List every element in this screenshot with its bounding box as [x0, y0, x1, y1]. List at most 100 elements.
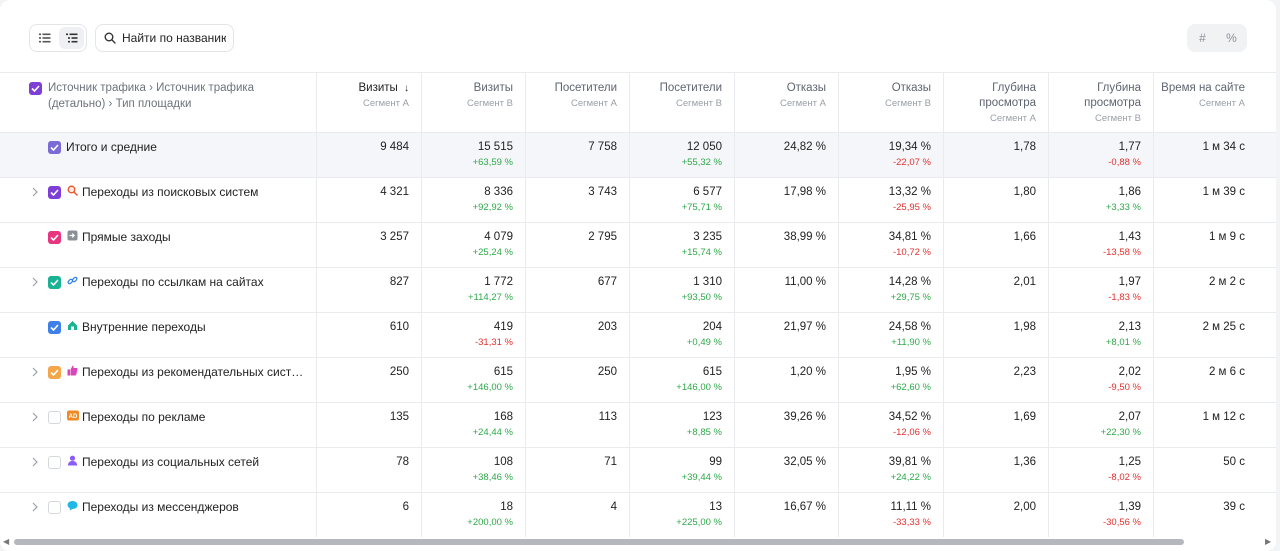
metric-value: 1,80 — [1013, 186, 1036, 198]
row-label[interactable]: Переходы из рекомендательных сист… — [82, 365, 304, 379]
metric-delta: +62,60 % — [890, 382, 931, 393]
expand-chevron-icon[interactable] — [30, 456, 40, 468]
column-title: Посетители — [554, 82, 617, 94]
check-icon — [31, 85, 40, 92]
metric-cell-bounce_b: 19,34 % -22,07 % — [838, 133, 943, 177]
search-box[interactable] — [95, 24, 234, 52]
column-header-4[interactable]: Посетители Сегмент В — [629, 73, 734, 132]
column-segment: Сегмент А — [780, 98, 826, 109]
check-icon — [50, 324, 59, 331]
row-label-cell: Переходы из рекомендательных сист… — [0, 358, 316, 402]
metric-value: 2,02 — [1118, 366, 1141, 378]
column-segment: Сегмент А — [363, 98, 409, 109]
metric-value: 14,28 % — [888, 276, 931, 288]
row-checkbox[interactable] — [48, 276, 61, 289]
table-row[interactable]: Переходы из рекомендательных сист… 250 615… — [0, 357, 1276, 402]
metric-value: 2,07 — [1118, 411, 1141, 423]
tree-list-icon — [65, 33, 77, 43]
search-input[interactable] — [122, 31, 226, 45]
row-label[interactable]: Внутренние переходы — [82, 320, 206, 334]
column-header-1[interactable]: Визиты ↓ Сегмент А — [316, 73, 421, 132]
metric-value: 3 743 — [588, 186, 617, 198]
row-checkbox[interactable] — [48, 456, 61, 469]
column-header-7[interactable]: Глубина просмотра Сегмент А — [943, 73, 1048, 132]
scroll-left-arrow-icon[interactable]: ◀ — [3, 537, 10, 546]
metric-delta: +200,00 % — [467, 517, 513, 528]
sort-desc-arrow-icon[interactable]: ↓ — [404, 83, 409, 94]
row-checkbox[interactable] — [48, 231, 61, 244]
table-row[interactable]: AD Переходы по рекламе 135 168 +24,44 % 113 12… — [0, 402, 1276, 447]
table-row[interactable]: Прямые заходы 3 257 4 079 +25,24 % 2 795 3 23… — [0, 222, 1276, 267]
row-checkbox[interactable] — [48, 366, 61, 379]
table-row[interactable]: Внутренние переходы 610 419 -31,31 % 203 204 +… — [0, 312, 1276, 357]
metric-cell-time_a: 39 с — [1153, 493, 1257, 537]
metric-cell-bounce_b: 39,81 % +24,22 % — [838, 448, 943, 492]
row-label[interactable]: Переходы из социальных сетей — [82, 455, 260, 469]
metric-cell-visits_b: 15 515 +63,59 % — [421, 133, 525, 177]
row-checkbox[interactable] — [48, 501, 61, 514]
metric-cell-time_a: 2 м 25 с — [1153, 313, 1257, 357]
metric-delta: +146,00 % — [467, 382, 513, 393]
row-label[interactable]: Переходы по рекламе — [82, 410, 206, 424]
flat-list-view-button[interactable] — [32, 27, 57, 49]
metric-value: 3 235 — [693, 231, 722, 243]
expand-chevron-icon[interactable] — [30, 186, 40, 198]
column-title: Визиты — [473, 82, 513, 94]
metric-value: 2 795 — [588, 231, 617, 243]
column-header-9[interactable]: Время на сайте Сегмент А — [1153, 73, 1257, 132]
metric-value: 3 257 — [380, 231, 409, 243]
metric-value: 1 772 — [484, 276, 513, 288]
grouping-label[interactable]: Источник трафика › Источник трафика (дет… — [48, 82, 255, 110]
row-label[interactable]: Прямые заходы — [82, 230, 171, 244]
metric-cell-time_a: 1 м 39 с — [1153, 178, 1257, 222]
metric-value: 13 — [709, 501, 722, 513]
expand-chevron-icon[interactable] — [30, 276, 40, 288]
column-header-2[interactable]: Визиты Сегмент В — [421, 73, 525, 132]
row-checkbox[interactable] — [48, 411, 61, 424]
expand-chevron-icon[interactable] — [30, 501, 40, 513]
column-header-6[interactable]: Отказы Сегмент В — [838, 73, 943, 132]
totals-row[interactable]: Итого и средние 9 484 15 515 +63,59 % 7 758 1… — [0, 132, 1276, 177]
table-row[interactable]: Переходы из мессенджеров 6 18 +200,00 % 4 13 +… — [0, 492, 1276, 537]
metric-value: 419 — [493, 321, 513, 333]
metric-value: 9 484 — [380, 141, 409, 153]
metric-delta: +11,90 % — [891, 337, 931, 348]
metric-delta: +39,44 % — [681, 472, 722, 483]
metric-cell-depth_a: 2,01 — [943, 268, 1048, 312]
column-segment: Сегмент А — [571, 98, 617, 109]
metric-delta: +15,74 % — [681, 247, 722, 258]
column-header-5[interactable]: Отказы Сегмент А — [734, 73, 838, 132]
table-row[interactable]: Переходы из социальных сетей 78 108 +38,46 … — [0, 447, 1276, 492]
enter-door-icon — [67, 230, 78, 243]
column-segment: Сегмент В — [676, 98, 722, 109]
metric-delta: -33,33 % — [892, 517, 931, 528]
select-all-checkbox[interactable] — [29, 82, 42, 95]
column-header-8[interactable]: Глубина просмотра Сегмент В — [1048, 73, 1153, 132]
row-checkbox[interactable] — [48, 141, 61, 154]
percent-values-button[interactable]: % — [1226, 31, 1237, 45]
row-label[interactable]: Переходы из поисковых систем — [82, 185, 259, 199]
metric-cell-visits_b: 108 +38,46 % — [421, 448, 525, 492]
row-label[interactable]: Итого и средние — [66, 140, 157, 154]
expand-chevron-icon[interactable] — [30, 366, 40, 378]
horizontal-scrollbar[interactable]: ◀ ▶ — [0, 535, 1276, 549]
row-label[interactable]: Переходы из мессенджеров — [82, 500, 239, 514]
table-row[interactable]: Переходы из поисковых систем 4 321 8 336 +9… — [0, 177, 1276, 222]
table-header: Источник трафика › Источник трафика (дет… — [0, 72, 1276, 132]
row-checkbox[interactable] — [48, 321, 61, 334]
row-label[interactable]: Переходы по ссылкам на сайтах — [82, 275, 264, 289]
scrollbar-thumb[interactable] — [14, 539, 1184, 545]
metric-value: 99 — [709, 456, 722, 468]
metric-delta: +25,24 % — [472, 247, 513, 258]
metric-cell-bounce_a: 32,05 % — [734, 448, 838, 492]
absolute-values-button[interactable]: # — [1199, 31, 1206, 45]
scroll-right-arrow-icon[interactable]: ▶ — [1265, 537, 1272, 546]
column-header-3[interactable]: Посетители Сегмент А — [525, 73, 629, 132]
tree-view-button[interactable] — [59, 27, 84, 49]
expand-chevron-icon[interactable] — [30, 411, 40, 423]
metric-delta: +29,75 % — [890, 292, 931, 303]
row-label-cell: Переходы из поисковых систем — [0, 178, 316, 222]
metric-value: 18 — [500, 501, 513, 513]
row-checkbox[interactable] — [48, 186, 61, 199]
table-row[interactable]: Переходы по ссылкам на сайтах 827 1 772 +11… — [0, 267, 1276, 312]
